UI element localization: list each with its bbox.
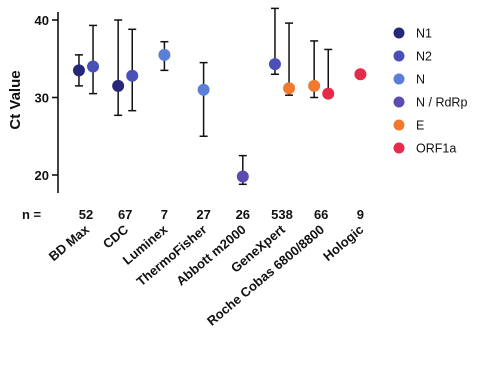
data-point: [158, 48, 171, 61]
sample-size-row: n = 52 67 7 27 26 538 66 9: [22, 207, 364, 222]
legend-label: N1: [416, 27, 432, 41]
legend-marker: [393, 142, 405, 154]
data-point: [126, 69, 139, 82]
data-point: [72, 64, 85, 77]
n-value: 52: [79, 207, 93, 222]
n-value: 66: [314, 207, 328, 222]
data-point: [268, 58, 281, 71]
category-label: CDC: [100, 221, 132, 251]
category-label: Hologic: [320, 222, 366, 264]
data-point: [354, 68, 367, 81]
y-tick-label: 20: [35, 168, 49, 183]
category-label: BD Max: [46, 221, 93, 264]
y-axis-label: Ct Value: [7, 70, 24, 129]
n-value: 27: [196, 207, 210, 222]
error-bars: [74, 7, 333, 186]
legend-marker: [393, 50, 405, 62]
n-value: 7: [161, 207, 168, 222]
y-ticks: 20 30 40: [35, 13, 58, 183]
data-point: [308, 79, 321, 92]
legend: N1 N2 N N / RdRp E ORF1a: [393, 27, 467, 156]
legend-marker: [393, 73, 405, 85]
legend-label: N / RdRp: [416, 96, 467, 110]
n-value: 26: [236, 207, 250, 222]
n-value: 9: [357, 207, 364, 222]
data-point: [197, 83, 210, 96]
y-tick-label: 30: [35, 91, 49, 106]
y-tick-label: 40: [35, 13, 49, 28]
n-value: 67: [118, 207, 132, 222]
legend-label: E: [416, 119, 424, 133]
legend-marker: [393, 96, 405, 108]
legend-marker: [393, 119, 405, 131]
data-points: [72, 48, 367, 183]
data-point: [322, 87, 335, 100]
data-point: [112, 79, 125, 92]
n-value: 538: [271, 207, 293, 222]
legend-label: N: [416, 73, 425, 87]
legend-label: N2: [416, 50, 432, 64]
legend-marker: [393, 27, 405, 39]
data-point: [87, 60, 100, 73]
n-prefix-label: n =: [22, 207, 42, 222]
data-point: [283, 82, 296, 95]
data-point: [236, 170, 249, 183]
legend-label: ORF1a: [416, 142, 456, 156]
